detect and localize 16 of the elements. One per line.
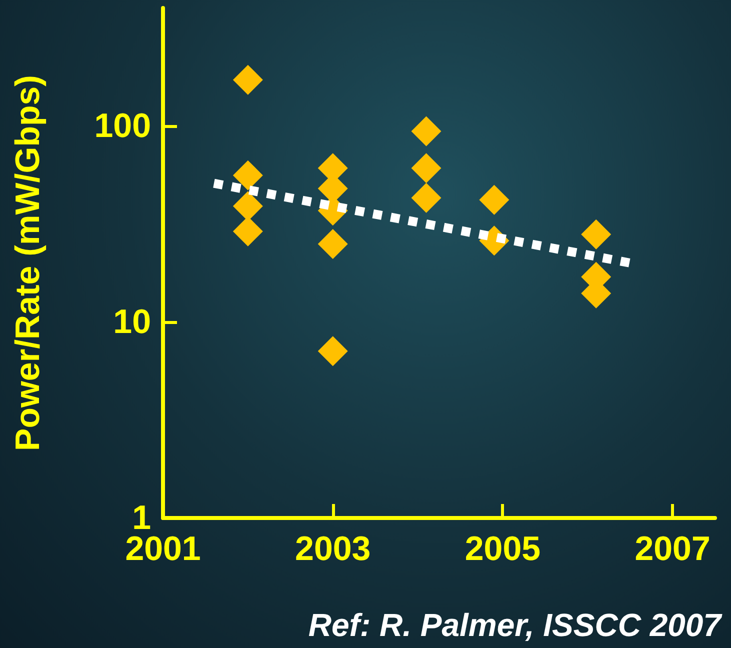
point: [581, 219, 612, 250]
point: [232, 160, 263, 190]
y-axis-title: Power/Rate (mW/Gbps): [9, 75, 47, 451]
y-tick-label: 10: [113, 303, 151, 341]
point: [318, 229, 348, 260]
x-tick-label: 2005: [464, 530, 541, 568]
text: Ref: R. Palmer, ISSCC 2007: [308, 607, 721, 644]
point: [232, 64, 263, 95]
point: [411, 116, 442, 146]
point: [411, 182, 442, 213]
point: [479, 184, 510, 215]
x-tick-label: 2003: [295, 530, 371, 568]
y-tick-label: 100: [94, 107, 151, 146]
point: [318, 336, 348, 366]
x-tick-label: 2007: [634, 530, 710, 568]
point: [411, 153, 442, 184]
